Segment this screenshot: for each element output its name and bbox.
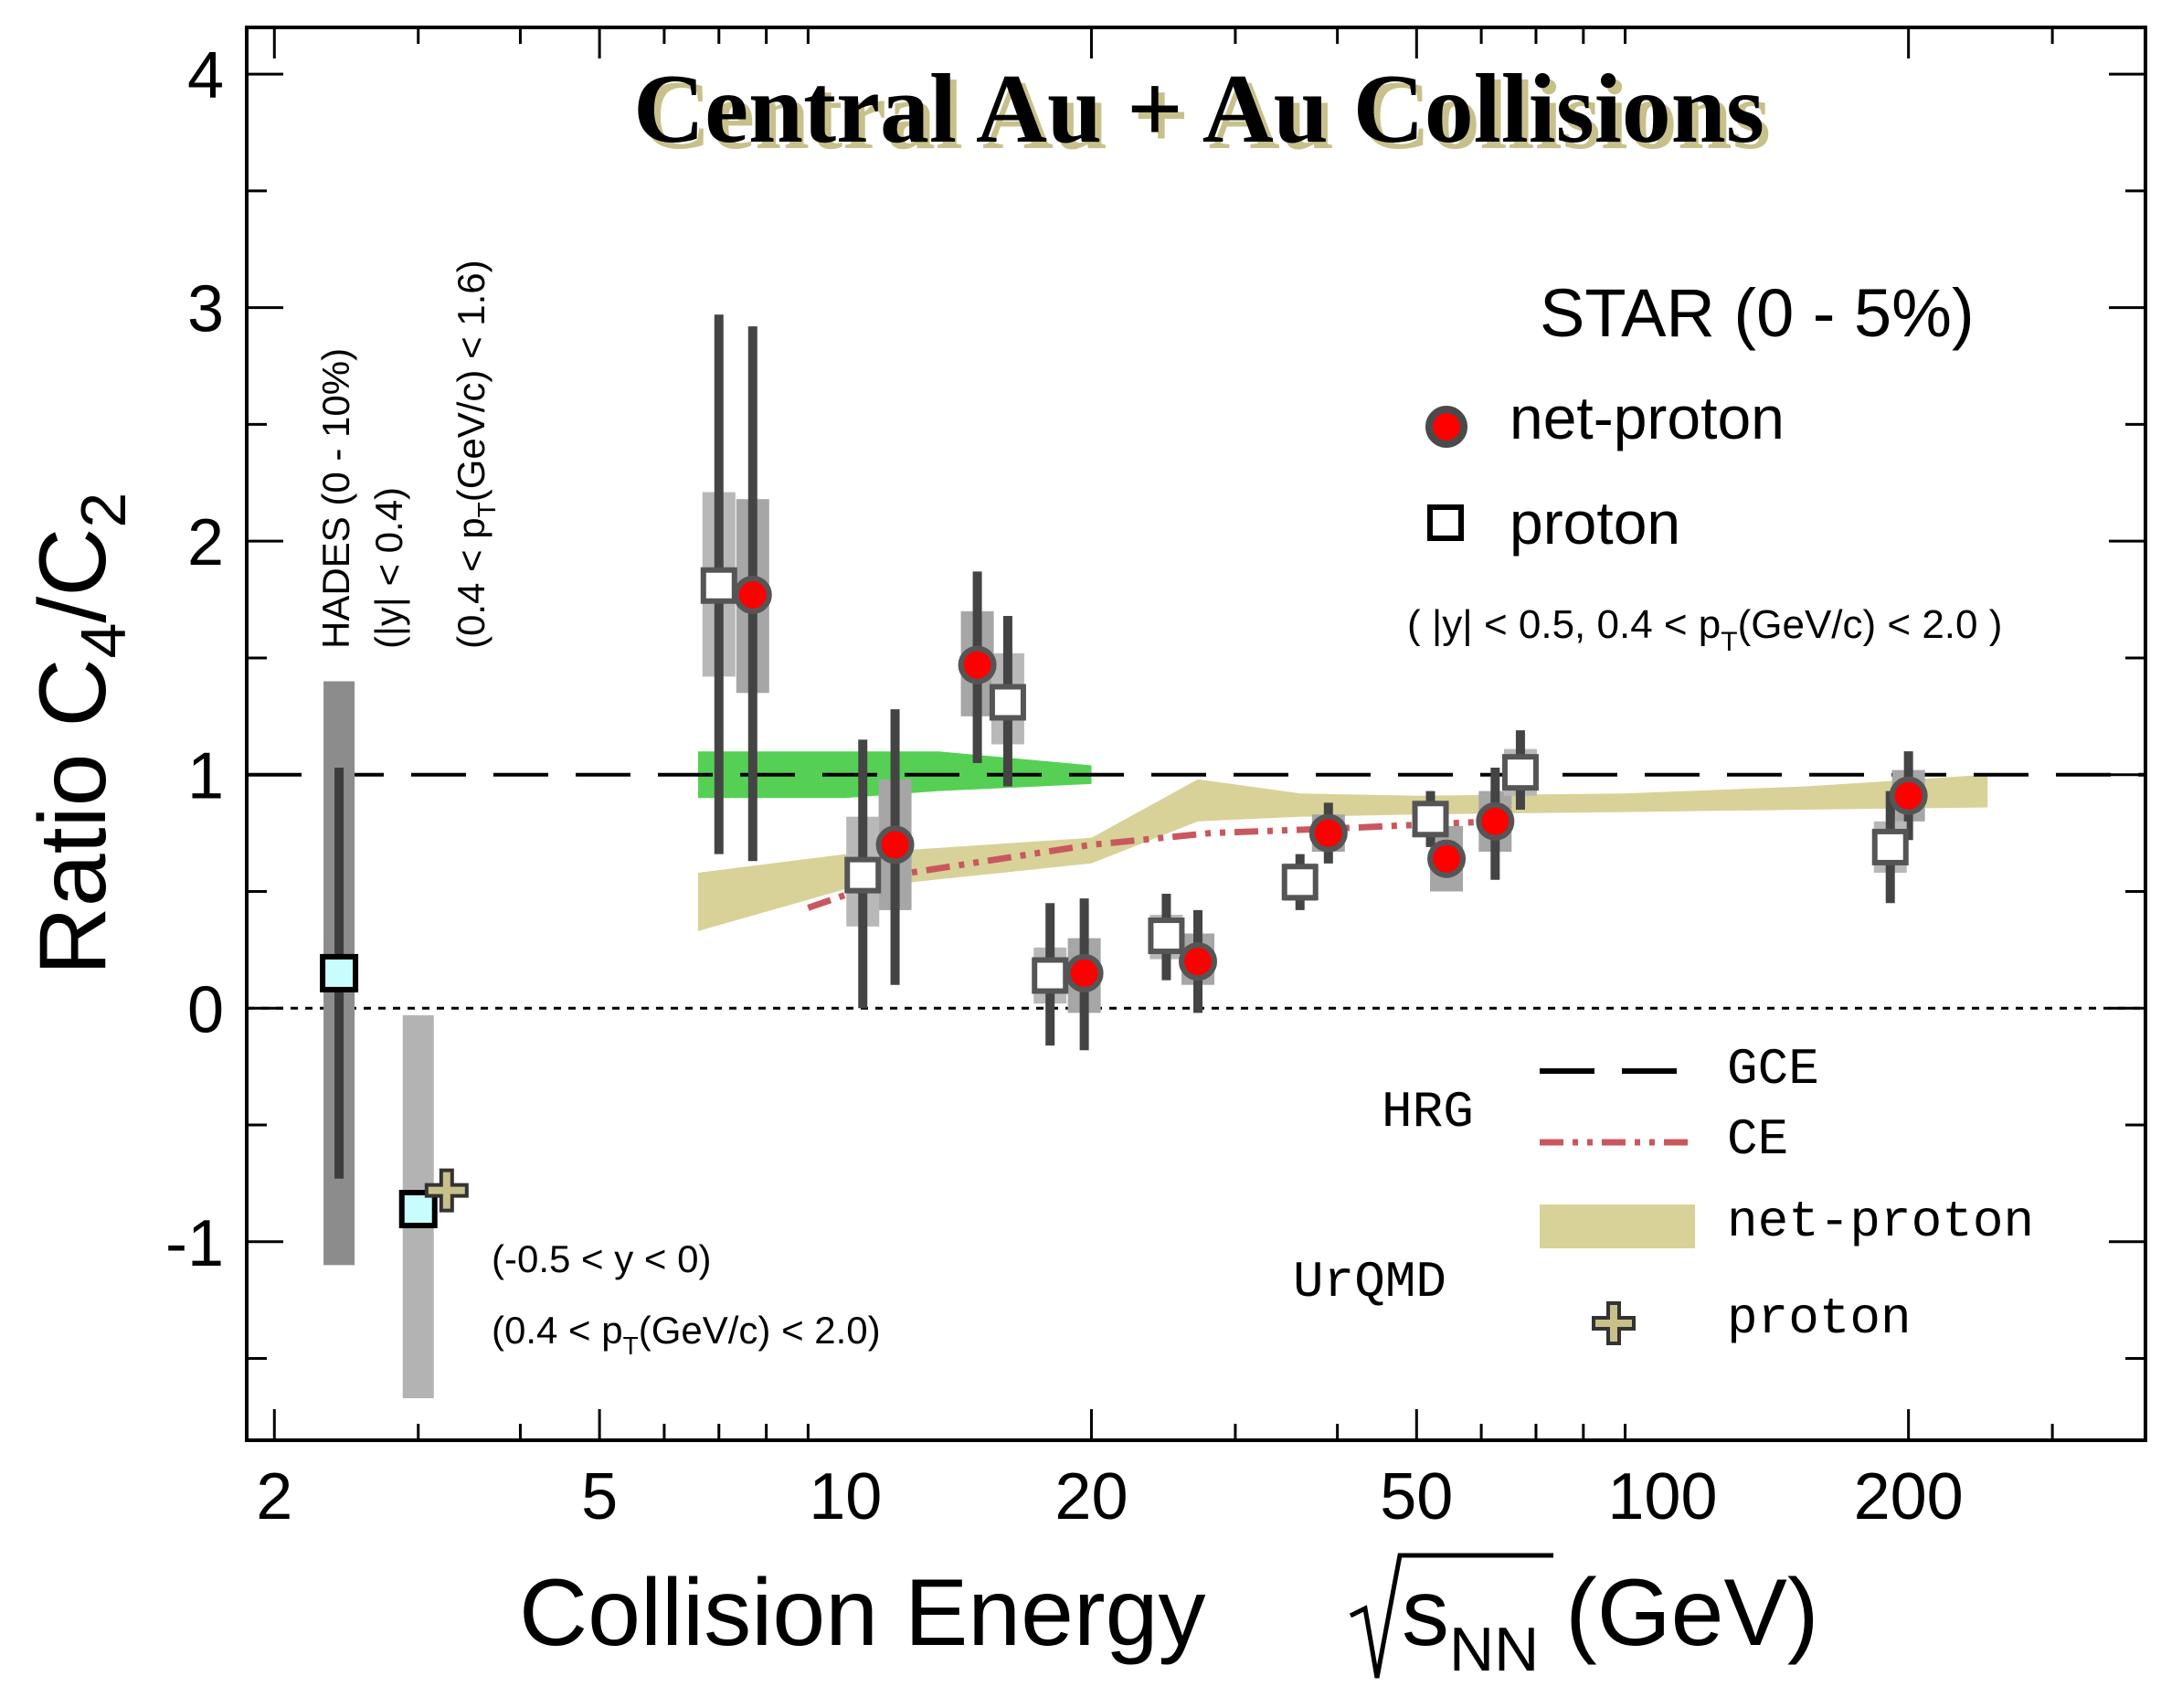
legend-gce-label: GCE <box>1727 1040 1819 1098</box>
plot-frame <box>245 26 2147 1442</box>
y-axis-label-ratio: Ratio C <box>20 659 126 976</box>
hrg-ce-curve <box>807 818 1493 911</box>
y-axis-label: Ratio C4/C2 <box>20 493 139 976</box>
proton-marker-5 <box>1281 864 1319 901</box>
proton-marker-2 <box>989 684 1026 721</box>
x-axis-sqrt-sign <box>1349 1553 1553 1679</box>
netproton-marker-7 <box>1476 801 1515 841</box>
hades-label-line3-sub: T <box>472 502 501 517</box>
data-markers <box>320 567 1928 1229</box>
reference-lines <box>247 772 2145 1010</box>
legend-urqmd-proton-marker <box>1592 1301 1636 1345</box>
x-axis-label-unit: (GeV) <box>1539 1560 1818 1666</box>
x-tick-label-2: 10 <box>809 1460 882 1533</box>
x-tick-label-1: 5 <box>581 1460 618 1533</box>
hades2-label-line2-sub: T <box>623 1331 639 1360</box>
y-tick-label-5: 4 <box>187 39 224 112</box>
proton-marker-6 <box>1412 801 1449 838</box>
urqmd-proton-marker <box>424 1168 469 1213</box>
legend-netproton-label: net-proton <box>1510 384 1785 451</box>
y-tick-label-4: 3 <box>187 273 224 346</box>
hades-label-line3-prefix: (0.4 < p <box>450 517 493 649</box>
y-axis-label-sub4: 4 <box>68 623 139 659</box>
legend-cut-sub: T <box>1721 627 1737 657</box>
x-tick-label-3: 20 <box>1054 1460 1128 1533</box>
x-axis-label-symbol: sNN (GeV) <box>1402 1560 1818 1684</box>
hades2-label-line1: (-0.5 < y < 0) <box>492 1237 711 1280</box>
netproton-marker-8 <box>1889 776 1928 815</box>
x-axis-label-sub: NN <box>1449 1615 1539 1684</box>
hades2-label-line2-prefix: (0.4 < p <box>492 1309 623 1352</box>
netproton-marker-4 <box>1179 942 1218 981</box>
legend-urqmd-netproton-label: net-proton <box>1727 1193 2034 1251</box>
x-axis-label-s: s <box>1402 1560 1449 1666</box>
hades-label-line1: HADES (0 - 10%) <box>314 348 357 649</box>
legend-proton-marker <box>1427 504 1464 541</box>
legend-urqmd-proton-label: proton <box>1727 1289 1912 1348</box>
x-tick-label-5: 100 <box>1607 1460 1717 1533</box>
netproton-marker-3 <box>1065 953 1104 992</box>
netproton-marker-6 <box>1427 839 1467 878</box>
hades-marker <box>320 953 359 992</box>
x-tick-label-6: 200 <box>1854 1460 1964 1533</box>
proton-marker-0 <box>700 567 737 604</box>
legend-proton-label: proton <box>1510 489 1680 557</box>
axis-ticks <box>247 27 2145 1440</box>
legend-ce-label: CE <box>1727 1110 1788 1169</box>
hades-label-line2: (|y| < 0.4) <box>367 487 410 649</box>
hades-label-line3: (0.4 < pT(GeV/c) < 1.6) <box>450 260 501 649</box>
y-tick-label-0: -1 <box>165 1207 224 1280</box>
legend-urqmd-label: UrQMD <box>1293 1253 1446 1311</box>
tick-labels: 2 5 10 20 50 100 200 -1 0 1 2 3 4 <box>165 39 1964 1533</box>
y-tick-label-1: 0 <box>187 973 224 1046</box>
legend-cut-prefix: ( |y| < 0.5, 0.4 < p <box>1407 602 1721 647</box>
proton-marker-7 <box>1501 754 1539 791</box>
legend-cut-label: ( |y| < 0.5, 0.4 < pT(GeV/c) < 2.0 ) <box>1407 602 2002 657</box>
x-axis-label-main: Collision Energy <box>519 1560 1205 1666</box>
chart-title-shadow: Central Au + Au Collisions <box>640 61 1771 170</box>
hades-label-line3-suffix: (GeV/c) < 1.6) <box>450 260 493 502</box>
urqmd-netproton-band <box>697 774 1988 931</box>
x-tick-label-0: 2 <box>256 1460 292 1533</box>
y-tick-label-2: 1 <box>187 740 224 813</box>
netproton-marker-1 <box>875 825 915 865</box>
legend-urqmd-netproton-band <box>1540 1204 1695 1248</box>
proton-marker-1 <box>844 856 882 894</box>
chart-title: Central Au + Au Collisions <box>633 55 1764 164</box>
legend-hrg-label: HRG <box>1382 1083 1474 1141</box>
legend-header: STAR (0 - 5%) <box>1540 275 1975 351</box>
legend-netproton-marker <box>1425 406 1467 448</box>
netproton-marker-2 <box>958 645 997 684</box>
proton-marker-3 <box>1032 957 1069 994</box>
netproton-marker-5 <box>1308 813 1348 853</box>
hades2-label-line2: (0.4 < pT(GeV/c) < 2.0) <box>492 1309 881 1360</box>
y-tick-label-3: 2 <box>187 506 224 579</box>
hades2-marker <box>398 1190 438 1229</box>
proton-marker-4 <box>1148 918 1185 955</box>
x-tick-label-4: 50 <box>1380 1460 1453 1533</box>
netproton-marker-0 <box>733 575 772 614</box>
proton-marker-8 <box>1871 828 1909 865</box>
y-axis-label-slash: /C <box>20 528 126 623</box>
y-axis-label-sub2: 2 <box>68 493 139 528</box>
hades2-label-line2-suffix: (GeV/c) < 2.0) <box>639 1309 881 1352</box>
legend-cut-suffix: (GeV/c) < 2.0 ) <box>1738 602 2003 647</box>
